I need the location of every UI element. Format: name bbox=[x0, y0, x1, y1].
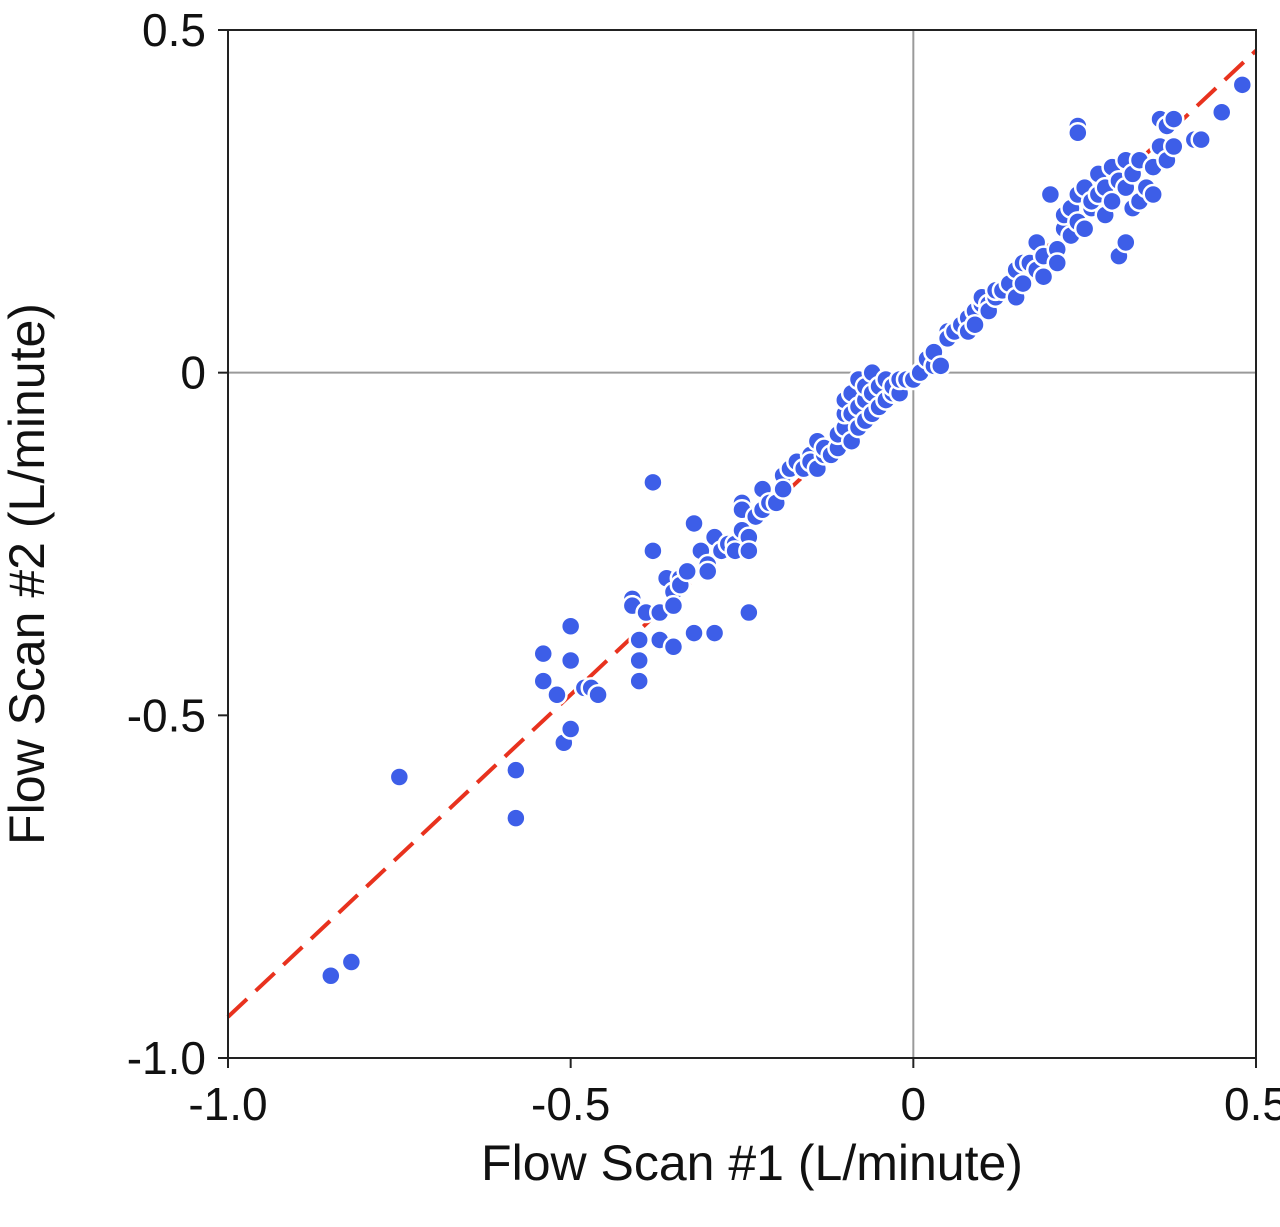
y-tick-label: -1.0 bbox=[127, 1032, 206, 1084]
data-point bbox=[1039, 183, 1062, 206]
data-point bbox=[388, 766, 411, 788]
data-point bbox=[964, 313, 986, 336]
data-point bbox=[559, 649, 582, 672]
data-point bbox=[1073, 217, 1096, 240]
reference-lines bbox=[228, 30, 1256, 1058]
data-point bbox=[683, 512, 705, 535]
data-point bbox=[703, 622, 726, 644]
data-points bbox=[320, 74, 1254, 987]
data-point bbox=[505, 759, 527, 781]
data-point bbox=[683, 622, 705, 644]
data-point bbox=[642, 540, 664, 562]
plot-frame bbox=[227, 29, 1257, 1059]
data-point bbox=[1012, 272, 1034, 295]
x-tick-label: 0 bbox=[901, 1078, 927, 1130]
x-tick-label: -1.0 bbox=[188, 1078, 267, 1130]
x-tick-label: -0.5 bbox=[531, 1078, 610, 1130]
data-point bbox=[1210, 101, 1233, 123]
data-point bbox=[772, 478, 794, 500]
data-point bbox=[628, 670, 650, 692]
data-point bbox=[320, 965, 342, 987]
x-axis-title: Flow Scan #1 (L/minute) bbox=[481, 1135, 1023, 1191]
x-axis-ticks: -1.0 -0.5 0 0.5 bbox=[188, 1058, 1280, 1130]
data-point bbox=[505, 807, 527, 829]
data-point bbox=[587, 684, 609, 706]
data-point bbox=[1032, 265, 1055, 288]
data-point bbox=[546, 684, 568, 706]
data-point bbox=[1231, 74, 1254, 96]
data-point bbox=[340, 951, 363, 973]
data-point bbox=[1067, 122, 1089, 144]
y-tick-label: -0.5 bbox=[127, 689, 206, 741]
data-point bbox=[738, 601, 760, 624]
data-point bbox=[1190, 128, 1212, 151]
data-point bbox=[1163, 108, 1185, 130]
data-point bbox=[628, 629, 650, 651]
data-point bbox=[1115, 231, 1137, 254]
data-point bbox=[676, 560, 698, 583]
data-point bbox=[532, 670, 555, 692]
y-tick-label: 0.5 bbox=[142, 4, 206, 56]
data-point bbox=[559, 718, 582, 740]
data-point bbox=[1142, 183, 1164, 206]
data-point bbox=[1046, 252, 1069, 274]
data-point bbox=[559, 615, 582, 637]
y-axis-ticks: -1.0 -0.5 0 0.5 bbox=[127, 4, 228, 1084]
data-point bbox=[628, 649, 650, 672]
data-point bbox=[642, 471, 664, 494]
data-point bbox=[696, 560, 719, 583]
data-point bbox=[929, 355, 952, 377]
data-point bbox=[738, 540, 760, 562]
data-point bbox=[1101, 190, 1123, 213]
y-axis-title: Flow Scan #2 (L/minute) bbox=[0, 303, 55, 845]
data-point bbox=[662, 594, 685, 617]
y-tick-label: 0 bbox=[180, 347, 206, 399]
x-tick-label: 0.5 bbox=[1224, 1078, 1280, 1130]
data-point bbox=[1163, 135, 1185, 158]
data-point bbox=[532, 642, 555, 665]
data-point bbox=[662, 636, 685, 658]
